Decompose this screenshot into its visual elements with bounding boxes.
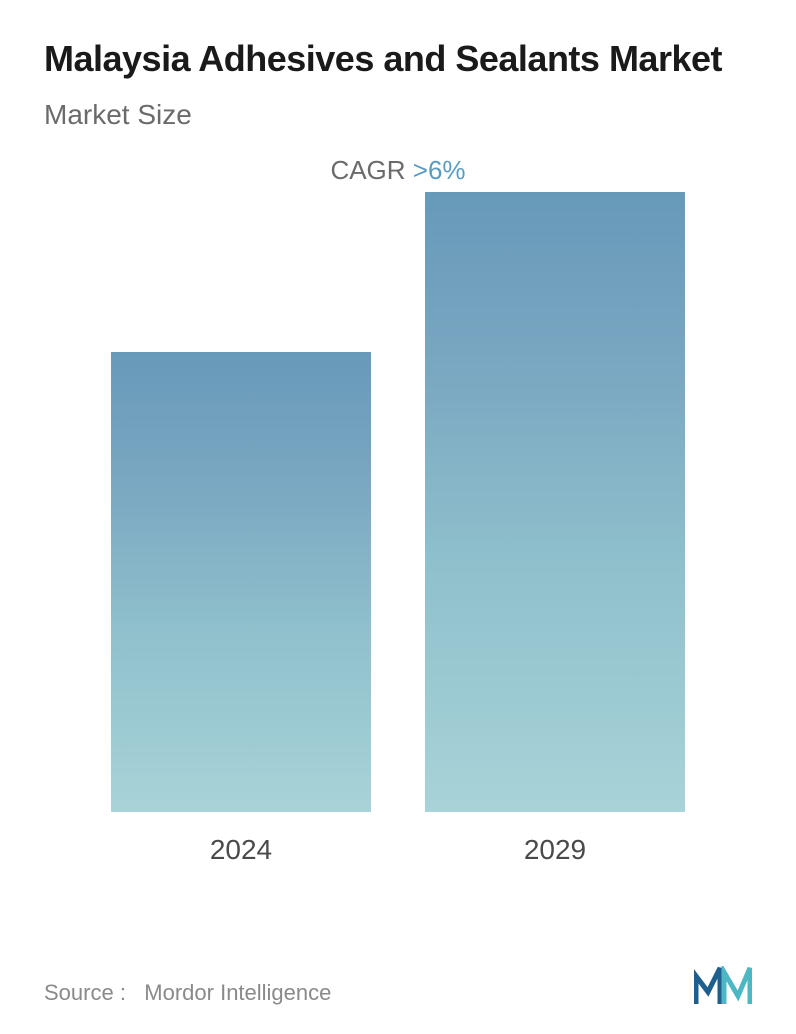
- mordor-logo-icon: [694, 966, 752, 1006]
- bar-label: 2024: [210, 834, 272, 866]
- bar-group: 2024: [111, 352, 371, 866]
- cagr-value: >6%: [413, 155, 466, 185]
- chart-footer: Source : Mordor Intelligence: [44, 966, 752, 1006]
- bar-2029: [425, 192, 685, 812]
- source-label: Source :: [44, 980, 126, 1005]
- bar-2024: [111, 352, 371, 812]
- bar-label: 2029: [524, 834, 586, 866]
- chart-subtitle: Market Size: [44, 99, 752, 131]
- source-attribution: Source : Mordor Intelligence: [44, 980, 331, 1006]
- source-name: Mordor Intelligence: [144, 980, 331, 1005]
- bar-group: 2029: [425, 192, 685, 866]
- cagr-label: CAGR: [330, 155, 412, 185]
- bar-chart: 2024 2029: [44, 226, 752, 866]
- cagr-indicator: CAGR >6%: [44, 155, 752, 186]
- chart-title: Malaysia Adhesives and Sealants Market: [44, 36, 752, 81]
